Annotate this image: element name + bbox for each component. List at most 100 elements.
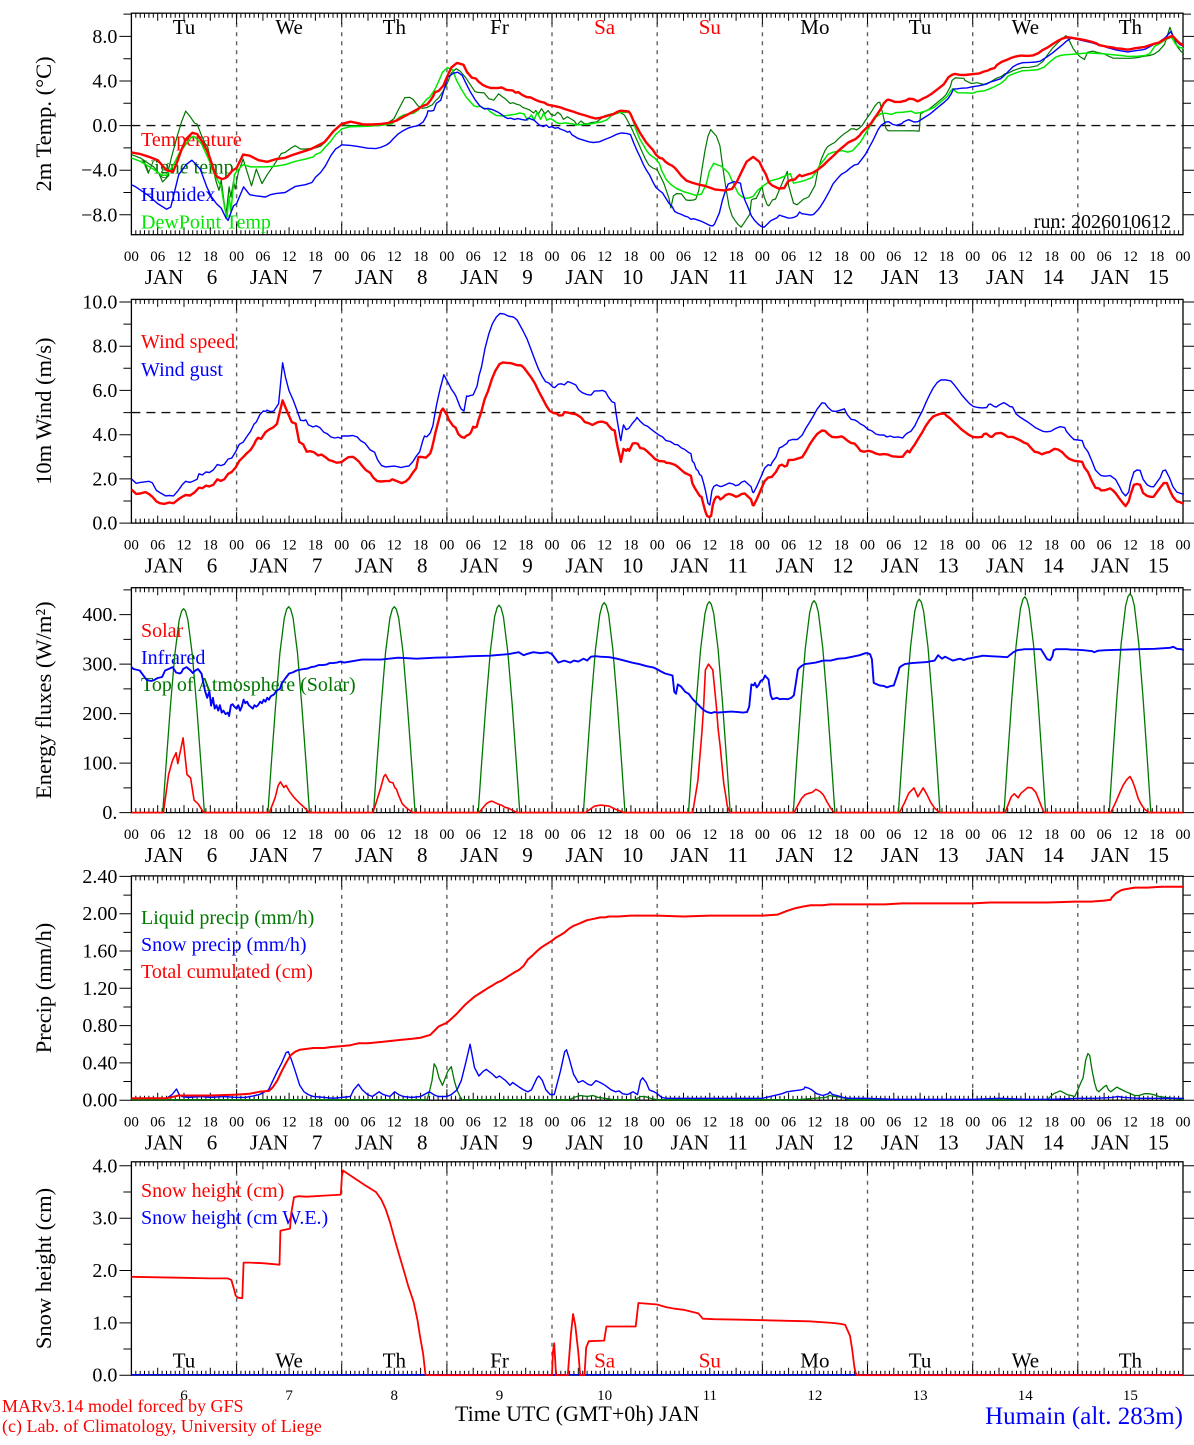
svg-text:12: 12 (1018, 249, 1033, 265)
svg-text:2m Temp. (°C): 2m Temp. (°C) (31, 56, 56, 191)
svg-text:Wind gust: Wind gust (141, 359, 223, 381)
svg-text:8: 8 (417, 843, 428, 867)
svg-text:00: 00 (1070, 538, 1085, 554)
svg-text:12: 12 (177, 827, 192, 843)
svg-text:Sa: Sa (594, 1349, 616, 1373)
svg-text:JAN: JAN (881, 843, 920, 867)
svg-text:18: 18 (308, 1115, 323, 1131)
svg-text:12: 12 (832, 265, 853, 289)
svg-text:Snow height (cm W.E.): Snow height (cm W.E.) (141, 1207, 328, 1229)
svg-text:12: 12 (1123, 538, 1138, 554)
svg-text:00: 00 (545, 827, 560, 843)
svg-text:00: 00 (965, 538, 980, 554)
svg-text:06: 06 (466, 249, 482, 265)
svg-text:18: 18 (413, 1115, 428, 1131)
svg-text:12: 12 (177, 538, 192, 554)
svg-text:00: 00 (124, 1115, 139, 1131)
svg-text:8: 8 (417, 1131, 428, 1155)
svg-text:0.0: 0.0 (92, 513, 117, 535)
svg-text:2.00: 2.00 (82, 903, 117, 925)
svg-text:12: 12 (387, 1115, 402, 1131)
svg-text:00: 00 (229, 1115, 244, 1131)
svg-text:12: 12 (597, 249, 612, 265)
svg-text:18: 18 (939, 538, 954, 554)
svg-text:06: 06 (886, 249, 902, 265)
svg-text:00: 00 (439, 538, 454, 554)
svg-text:11: 11 (728, 265, 748, 289)
svg-text:JAN: JAN (145, 1131, 184, 1155)
svg-text:12: 12 (807, 1115, 822, 1131)
svg-text:Sa: Sa (594, 15, 616, 39)
svg-text:12: 12 (492, 827, 507, 843)
svg-text:10: 10 (622, 843, 643, 867)
svg-text:4.0: 4.0 (92, 1155, 117, 1177)
svg-text:Su: Su (699, 15, 722, 39)
svg-text:JAN: JAN (881, 265, 920, 289)
svg-text:00: 00 (1176, 827, 1191, 843)
svg-text:Snow height (cm): Snow height (cm) (141, 1180, 284, 1202)
svg-text:06: 06 (781, 827, 797, 843)
svg-text:06: 06 (255, 538, 271, 554)
svg-text:JAN: JAN (1091, 1131, 1130, 1155)
svg-text:00: 00 (755, 249, 770, 265)
svg-text:10: 10 (622, 554, 643, 578)
svg-text:JAN: JAN (250, 1131, 289, 1155)
svg-text:12: 12 (177, 1115, 192, 1131)
svg-text:6: 6 (180, 1388, 188, 1404)
svg-text:00: 00 (755, 1115, 770, 1131)
svg-text:18: 18 (834, 1115, 849, 1131)
svg-text:06: 06 (992, 1115, 1008, 1131)
svg-text:18: 18 (413, 249, 428, 265)
svg-text:Tu: Tu (909, 15, 932, 39)
svg-text:JAN: JAN (776, 265, 815, 289)
svg-text:Su: Su (699, 1349, 722, 1373)
svg-text:12: 12 (702, 827, 717, 843)
svg-text:12: 12 (1018, 1115, 1033, 1131)
svg-text:Temperature: Temperature (141, 129, 242, 151)
svg-text:18: 18 (413, 827, 428, 843)
svg-text:00: 00 (439, 827, 454, 843)
svg-text:13: 13 (913, 1388, 928, 1404)
svg-text:18: 18 (518, 1115, 533, 1131)
svg-text:12: 12 (492, 538, 507, 554)
svg-text:10: 10 (597, 1388, 612, 1404)
svg-text:JAN: JAN (460, 1131, 499, 1155)
svg-text:JAN: JAN (145, 843, 184, 867)
svg-text:18: 18 (623, 538, 638, 554)
svg-text:JAN: JAN (986, 554, 1025, 578)
svg-text:2.40: 2.40 (82, 866, 117, 888)
svg-text:00: 00 (1176, 538, 1191, 554)
svg-text:06: 06 (361, 249, 377, 265)
svg-text:18: 18 (1149, 1115, 1164, 1131)
svg-text:00: 00 (650, 249, 665, 265)
svg-text:Th: Th (1119, 1349, 1143, 1373)
svg-text:06: 06 (676, 1115, 692, 1131)
svg-text:8: 8 (417, 554, 428, 578)
svg-text:15: 15 (1148, 554, 1169, 578)
svg-text:06: 06 (150, 1115, 166, 1131)
svg-text:18: 18 (1044, 538, 1059, 554)
svg-text:12: 12 (492, 249, 507, 265)
svg-text:10m Wind (m/s): 10m Wind (m/s) (31, 337, 56, 484)
svg-text:00: 00 (965, 1115, 980, 1131)
svg-text:15: 15 (1148, 1131, 1169, 1155)
svg-text:12: 12 (282, 538, 297, 554)
svg-text:18: 18 (518, 249, 533, 265)
svg-text:JAN: JAN (460, 265, 499, 289)
svg-text:4.0: 4.0 (92, 424, 117, 446)
svg-text:12: 12 (1123, 827, 1138, 843)
svg-text:12: 12 (597, 538, 612, 554)
svg-text:JAN: JAN (355, 1131, 394, 1155)
svg-text:18: 18 (203, 827, 218, 843)
svg-text:00: 00 (439, 249, 454, 265)
svg-text:00: 00 (124, 538, 139, 554)
svg-text:Fr: Fr (490, 15, 509, 39)
svg-text:06: 06 (466, 827, 482, 843)
svg-text:JAN: JAN (460, 843, 499, 867)
svg-text:4.0: 4.0 (92, 71, 117, 93)
svg-text:12: 12 (807, 1388, 822, 1404)
svg-text:JAN: JAN (145, 265, 184, 289)
svg-text:12: 12 (1123, 249, 1138, 265)
svg-text:00: 00 (860, 1115, 875, 1131)
svg-text:06: 06 (992, 538, 1008, 554)
